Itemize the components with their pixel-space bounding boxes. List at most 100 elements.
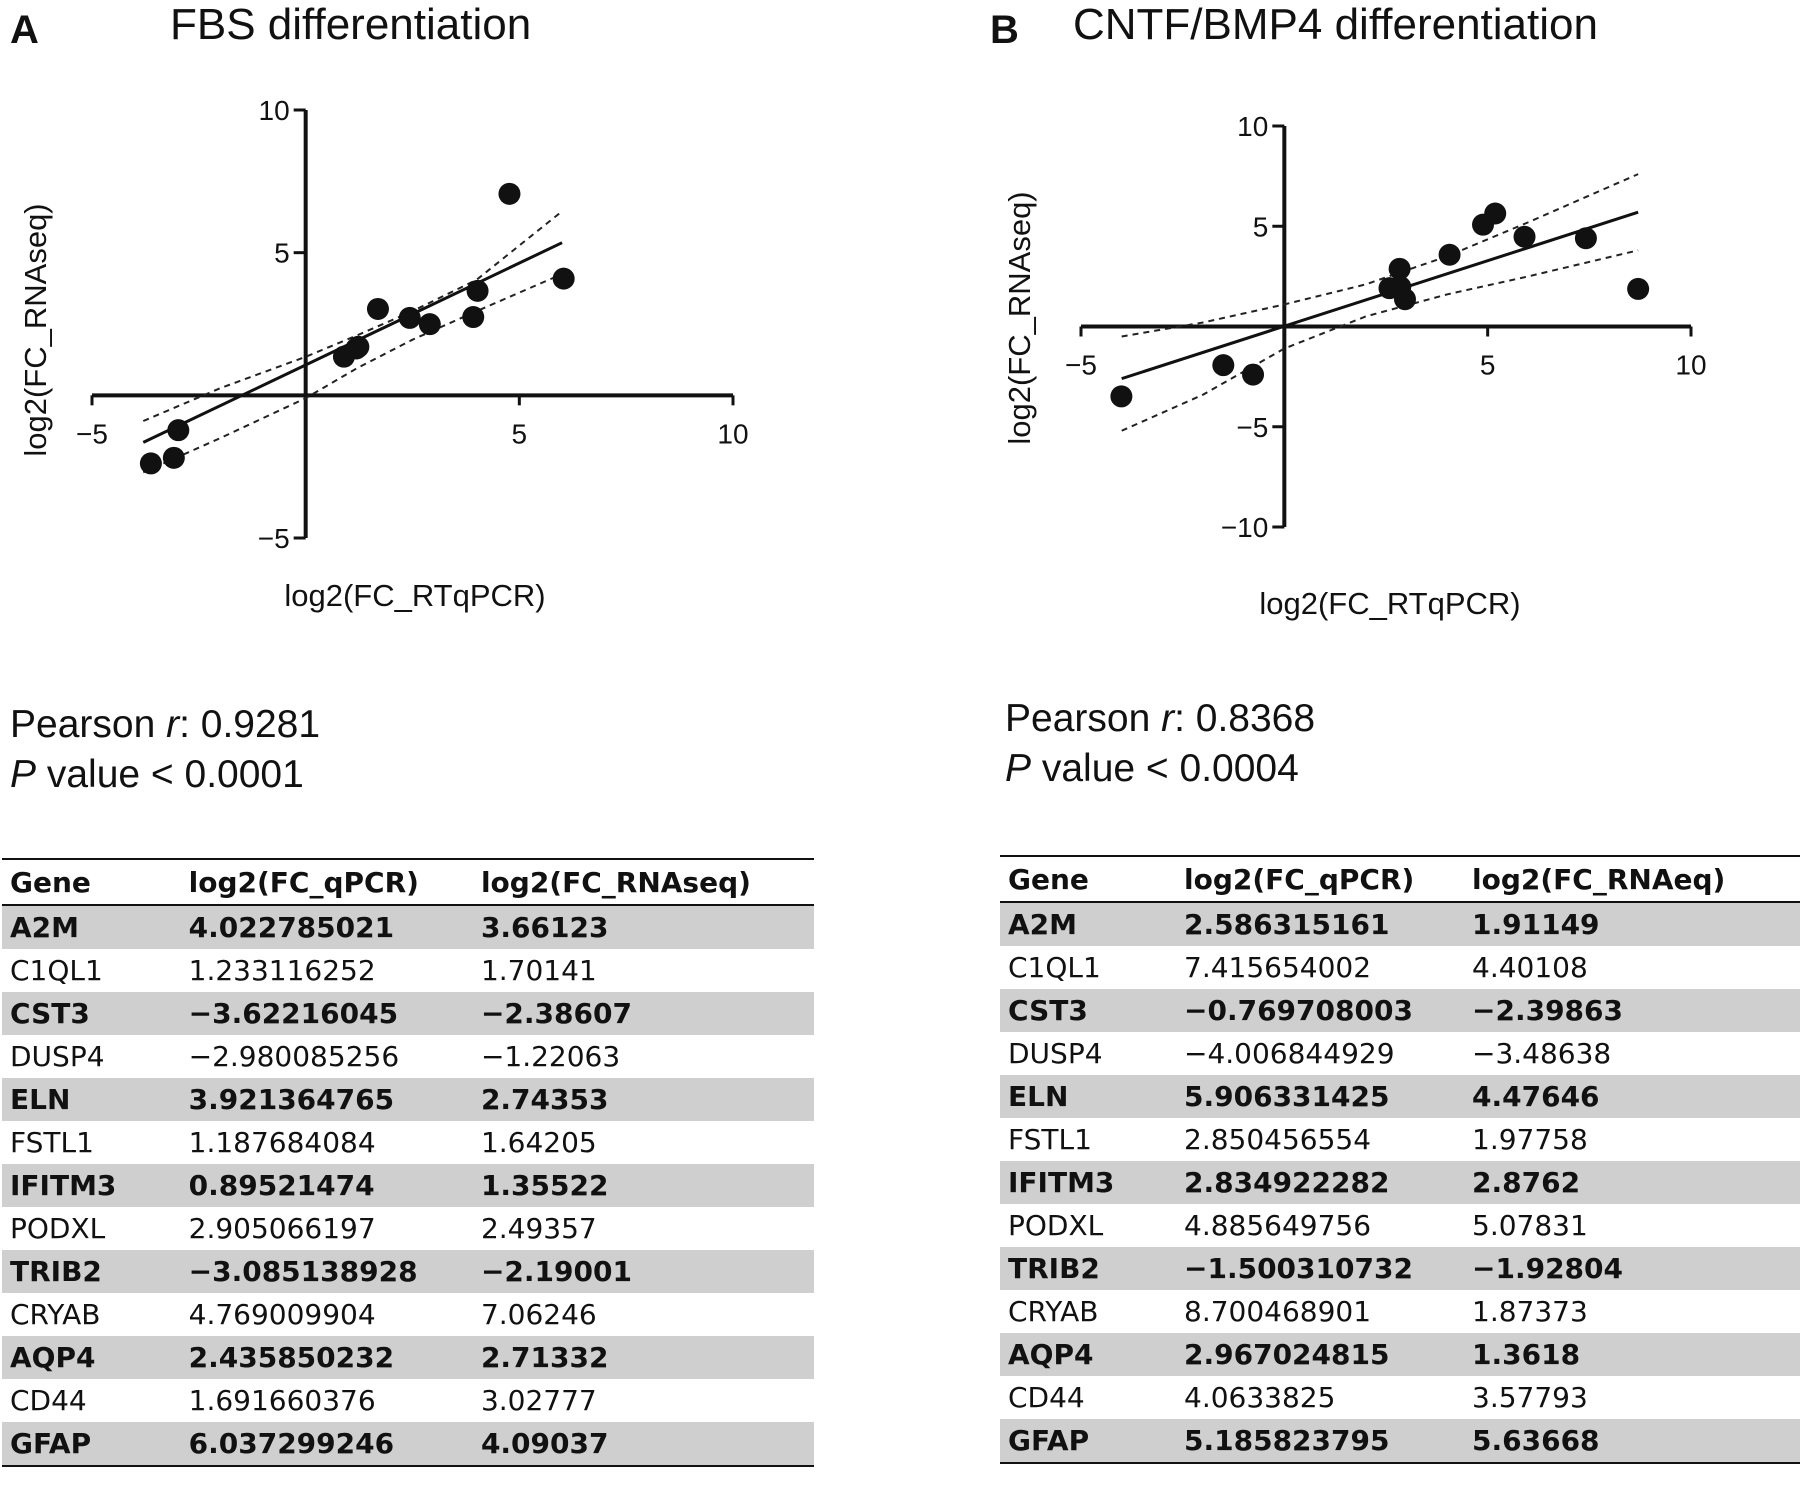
pearson-r-value: : 0.9281 — [179, 703, 321, 746]
table-cell: IFITM3 — [1000, 1161, 1176, 1204]
data-point — [498, 182, 521, 205]
scatter-chart-a: −5 5 10 10 5 −5 log2(FC_RTqPCR) log2(FC_RNAseq) — [18, 95, 749, 613]
panel-letter: A — [10, 8, 39, 52]
table-cell: 3.02777 — [480, 1384, 597, 1417]
table-cell: 6.037299246 — [180, 1422, 473, 1467]
table-cell: 2.850456554 — [1184, 1123, 1372, 1156]
table-row: PODXL 4.885649756 5.07831 — [1000, 1204, 1800, 1247]
table-cell: −4.006844929 — [1184, 1037, 1395, 1070]
table-cell: −3.62216045 — [180, 992, 473, 1035]
scatter-chart-b: −5 5 10 10 5 −5 −10 log2(FC_RTqPCR) log2(FC_RNAs… — [1002, 111, 1707, 621]
chart-title: CNTF/BMP4 differentiation — [1073, 0, 1598, 49]
pearson-r-value: : 0.8368 — [1174, 697, 1316, 740]
data-point — [552, 267, 575, 290]
confidence-band-upper — [142, 210, 563, 422]
data-point — [1242, 363, 1265, 386]
y-tick-label: −5 — [258, 523, 290, 554]
table-cell: IFITM3 — [2, 1164, 181, 1207]
data-point — [162, 446, 185, 469]
pearson-label: Pearson — [10, 703, 167, 746]
table-cell: 3.66123 — [472, 905, 814, 949]
table-row: A2M 2.586315161 1.91149 — [1000, 902, 1800, 946]
table-cell: 1.64205 — [480, 1126, 597, 1159]
table-cell: FSTL1 — [1008, 1123, 1092, 1156]
table-cell: 4.885649756 — [1184, 1209, 1372, 1242]
data-point — [1513, 225, 1536, 248]
table-cell: 3.57793 — [1472, 1381, 1588, 1414]
table-cell: FSTL1 — [10, 1126, 94, 1159]
table-row: A2M 4.022785021 3.66123 — [2, 905, 814, 949]
table-row: CD44 1.691660376 3.02777 — [2, 1379, 814, 1422]
p-value: value < 0.0004 — [1031, 747, 1299, 790]
table-cell: −2.38607 — [472, 992, 814, 1035]
table-cell: 1.91149 — [1464, 902, 1800, 946]
table-header-row: Gene log2(FC_qPCR) log2(FC_RNAeq) — [1000, 855, 1800, 903]
table-cell: 1.187684084 — [188, 1126, 376, 1159]
table-cell: 1.97758 — [1472, 1123, 1588, 1156]
y-tick-label: −5 — [1236, 412, 1268, 443]
table-cell: 1.691660376 — [188, 1384, 376, 1417]
data-point — [1212, 354, 1235, 377]
table-row: FSTL1 2.850456554 1.97758 — [1000, 1118, 1800, 1161]
table-cell: 5.63668 — [1464, 1419, 1800, 1464]
table-row: AQP4 2.967024815 1.3618 — [1000, 1333, 1800, 1376]
x-tick-label: −5 — [76, 418, 108, 449]
y-tick-label: −10 — [1221, 512, 1269, 543]
table-cell: 2.967024815 — [1176, 1333, 1464, 1376]
table-cell: AQP4 — [1000, 1333, 1176, 1376]
table-row: DUSP4 −2.980085256 −1.22063 — [2, 1035, 814, 1078]
table-row: C1QL1 1.233116252 1.70141 — [2, 949, 814, 992]
table-cell: CRYAB — [10, 1298, 101, 1331]
table-cell: GFAP — [1000, 1419, 1176, 1464]
column-header: log2(FC_RNAeq) — [1464, 855, 1800, 903]
column-header: Gene — [1000, 855, 1176, 903]
table-cell: 2.49357 — [480, 1212, 597, 1245]
x-tick-label: 10 — [1675, 350, 1706, 381]
data-point — [139, 452, 162, 475]
table-cell: 5.185823795 — [1176, 1419, 1464, 1464]
table-cell: CST3 — [1000, 989, 1176, 1032]
table-cell: 7.06246 — [480, 1298, 597, 1331]
data-point — [466, 279, 489, 302]
data-point — [1574, 227, 1597, 250]
table-cell: A2M — [2, 905, 181, 949]
data-point — [1110, 385, 1133, 408]
table-cell: 4.769009904 — [188, 1298, 376, 1331]
table-cell: TRIB2 — [2, 1250, 181, 1293]
data-point — [1393, 288, 1416, 311]
table-cell: 1.87373 — [1472, 1295, 1588, 1328]
data-point — [398, 306, 421, 329]
data-point — [332, 345, 355, 368]
confidence-band-lower — [1121, 249, 1639, 432]
p-value: value < 0.0001 — [36, 753, 304, 796]
y-axis-label: log2(FC_RNAseq) — [1002, 191, 1037, 444]
gene-table: Gene log2(FC_qPCR) log2(FC_RNAeq) A2M 2.5863… — [1000, 855, 1800, 1464]
table-row: GFAP 5.185823795 5.63668 — [1000, 1419, 1800, 1464]
table-cell: −0.769708003 — [1176, 989, 1464, 1032]
table-row: CRYAB 4.769009904 7.06246 — [2, 1293, 814, 1336]
table-cell: CD44 — [1008, 1381, 1085, 1414]
y-tick-label: 5 — [1253, 211, 1269, 242]
table-cell: −2.19001 — [472, 1250, 814, 1293]
x-tick-label: 5 — [512, 418, 528, 449]
table-row: CD44 4.0633825 3.57793 — [1000, 1376, 1800, 1419]
data-point — [1438, 243, 1461, 266]
table-cell: −1.92804 — [1464, 1247, 1800, 1290]
table-cell: 2.74353 — [472, 1078, 814, 1121]
table-row: ELN 5.906331425 4.47646 — [1000, 1075, 1800, 1118]
table-cell: 4.47646 — [1464, 1075, 1800, 1118]
table-row: IFITM3 2.834922282 2.8762 — [1000, 1161, 1800, 1204]
table-cell: 4.09037 — [472, 1422, 814, 1467]
table-cell: 4.40108 — [1472, 951, 1588, 984]
x-axis-label: log2(FC_RTqPCR) — [1259, 586, 1520, 621]
table-row: ELN 3.921364765 2.74353 — [2, 1078, 814, 1121]
table-row: IFITM3 0.89521474 1.35522 — [2, 1164, 814, 1207]
x-tick-label: 10 — [717, 418, 748, 449]
table-cell: CST3 — [2, 992, 181, 1035]
column-header: log2(FC_qPCR) — [180, 858, 473, 906]
table-cell: −1.500310732 — [1176, 1247, 1464, 1290]
data-point — [167, 419, 190, 442]
table-cell: 1.233116252 — [188, 954, 376, 987]
panel-a: A FBS differentiation −5 5 10 10 5 −5 log2(FC_… — [2, 0, 814, 1467]
correlation-stats: Pearson r: 0.9281 P value < 0.0001 — [10, 700, 320, 800]
